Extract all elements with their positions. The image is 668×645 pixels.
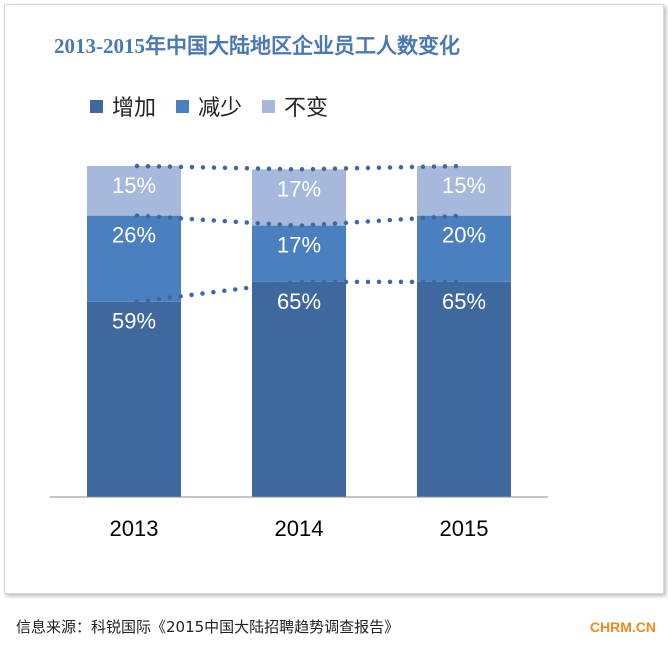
source-caption: 信息来源：科锐国际《2015中国大陆招聘趋势调查报告》 (16, 618, 400, 636)
x-tick-label: 2013 (110, 516, 159, 541)
legend-swatch-increase (90, 99, 103, 113)
bar-segment (252, 281, 346, 497)
data-label: 26% (112, 223, 156, 248)
legend-swatch-decrease (176, 99, 190, 113)
legend: 增加 减少 不变 (90, 90, 328, 122)
legend-label-decrease: 减少 (198, 96, 243, 121)
legend-item-decrease: 减少 (176, 90, 242, 122)
legend-swatch-unchanged (262, 99, 276, 113)
connector-line (134, 213, 299, 228)
data-label: 17% (277, 176, 321, 201)
data-label: 17% (277, 233, 321, 258)
legend-label-unchanged: 不变 (284, 96, 329, 121)
data-label: 15% (112, 173, 156, 198)
bar-segment (252, 225, 346, 282)
legend-item-unchanged: 不变 (262, 90, 328, 122)
bar-segment (252, 169, 346, 226)
x-tick-label: 2014 (275, 516, 324, 541)
data-label: 65% (442, 289, 486, 314)
bar-segment (417, 215, 511, 282)
bar-segment (417, 166, 511, 216)
connector-line (134, 163, 299, 172)
bar-segment (417, 281, 511, 497)
data-label: 15% (442, 173, 486, 198)
bar-segment (87, 166, 181, 216)
chart-title: 2013-2015年中国大陆地区企业员工人数变化 (54, 34, 460, 58)
bar-segment (87, 301, 181, 497)
legend-item-increase: 增加 (90, 90, 156, 122)
stacked-bar-chart: 59% 26% 15% 2013 65% 17% 17% 2014 65% 20% 15% 2015 (50, 163, 548, 541)
connector-line (299, 213, 464, 228)
connector-line (299, 163, 464, 172)
bar-segment (87, 215, 181, 302)
data-label: 59% (112, 309, 156, 334)
legend-label-increase: 增加 (112, 96, 157, 121)
data-label: 65% (277, 289, 321, 314)
x-tick-label: 2015 (440, 516, 489, 541)
data-label: 20% (442, 223, 486, 248)
connector-line (134, 279, 299, 304)
brand-logo-text: CHRM.CN (589, 619, 656, 635)
